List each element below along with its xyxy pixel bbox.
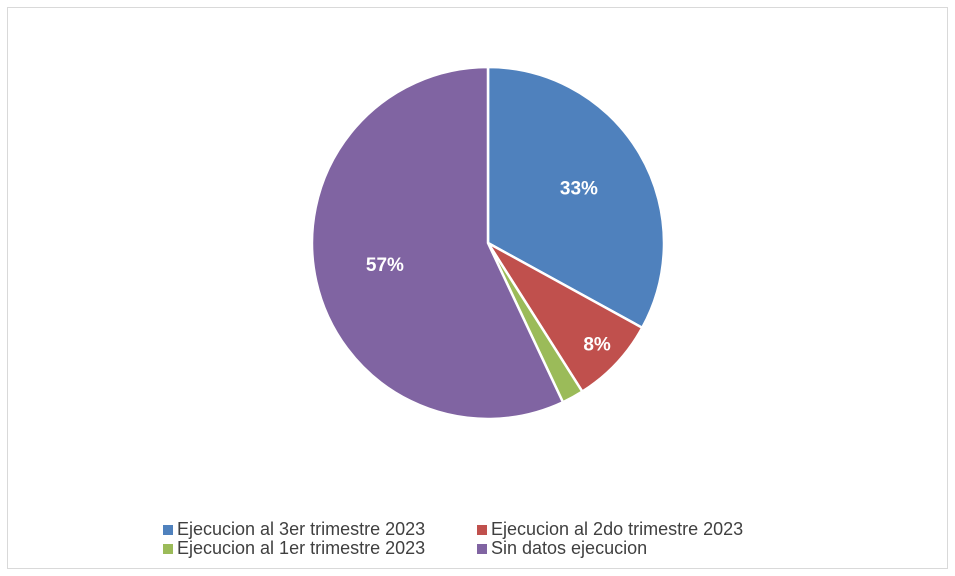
pie-slice [486, 65, 666, 330]
pie-slice [310, 65, 565, 421]
data-label: 57% [366, 255, 404, 276]
legend-label: Ejecucion al 3er trimestre 2023 [177, 519, 425, 539]
legend-swatch [163, 544, 173, 554]
pie-slice [486, 241, 644, 394]
legend-label: Ejecucion al 2do trimestre 2023 [491, 519, 743, 539]
legend-swatch [477, 544, 487, 554]
legend-label: Ejecucion al 1er trimestre 2023 [177, 538, 425, 558]
legend-label: Sin datos ejecucion [491, 538, 647, 558]
data-label: 8% [583, 334, 611, 355]
data-label: 33% [560, 178, 598, 199]
legend-swatch [477, 525, 487, 535]
legend-swatch [163, 525, 173, 535]
